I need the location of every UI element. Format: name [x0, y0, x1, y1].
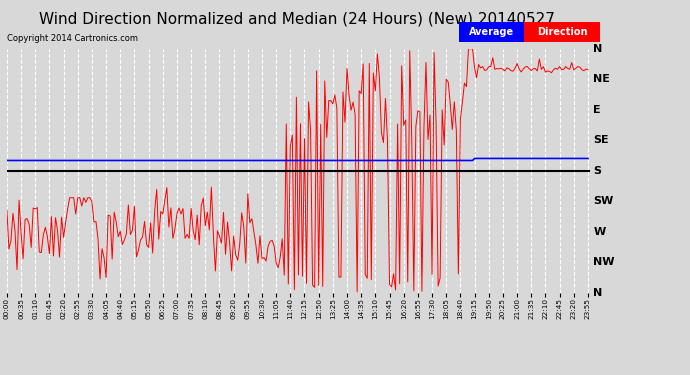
Text: N: N: [593, 44, 602, 54]
Text: Average: Average: [469, 27, 514, 37]
Text: NW: NW: [593, 257, 615, 267]
Text: N: N: [593, 288, 602, 297]
Text: W: W: [593, 226, 606, 237]
Text: Wind Direction Normalized and Median (24 Hours) (New) 20140527: Wind Direction Normalized and Median (24…: [39, 11, 555, 26]
Text: Copyright 2014 Cartronics.com: Copyright 2014 Cartronics.com: [7, 34, 138, 43]
Text: SW: SW: [593, 196, 613, 206]
Text: S: S: [593, 166, 602, 176]
Text: NE: NE: [593, 74, 610, 84]
Text: SE: SE: [593, 135, 609, 145]
Text: Direction: Direction: [537, 27, 588, 37]
Text: E: E: [593, 105, 601, 115]
